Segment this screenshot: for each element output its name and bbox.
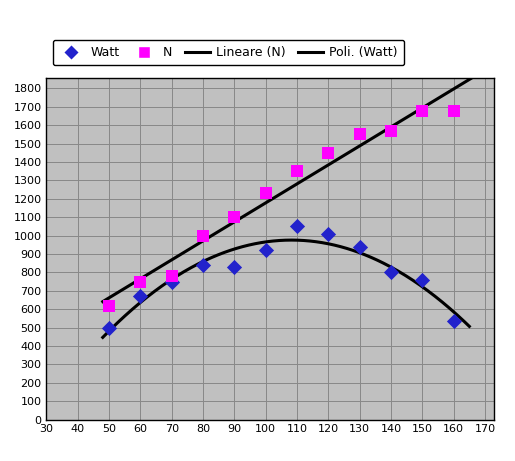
Point bbox=[418, 276, 426, 284]
Point bbox=[136, 293, 145, 300]
Point bbox=[324, 149, 333, 157]
Point bbox=[167, 278, 176, 285]
Point bbox=[355, 131, 364, 138]
Point bbox=[262, 247, 270, 254]
Point bbox=[230, 263, 238, 271]
Point bbox=[105, 303, 113, 310]
Point bbox=[105, 324, 113, 331]
Point bbox=[450, 107, 458, 114]
Point bbox=[167, 272, 176, 280]
Point bbox=[293, 223, 301, 230]
Point bbox=[387, 269, 395, 276]
Point bbox=[293, 167, 301, 175]
Point bbox=[387, 127, 395, 135]
Point bbox=[355, 243, 364, 250]
Point bbox=[418, 107, 426, 114]
Point bbox=[199, 232, 207, 239]
Legend: Watt, N, Lineare (N), Poli. (Watt): Watt, N, Lineare (N), Poli. (Watt) bbox=[53, 40, 404, 65]
Point bbox=[230, 213, 238, 221]
Point bbox=[262, 189, 270, 197]
Point bbox=[136, 278, 145, 285]
Point bbox=[199, 261, 207, 269]
Point bbox=[324, 230, 333, 237]
Point bbox=[450, 318, 458, 325]
